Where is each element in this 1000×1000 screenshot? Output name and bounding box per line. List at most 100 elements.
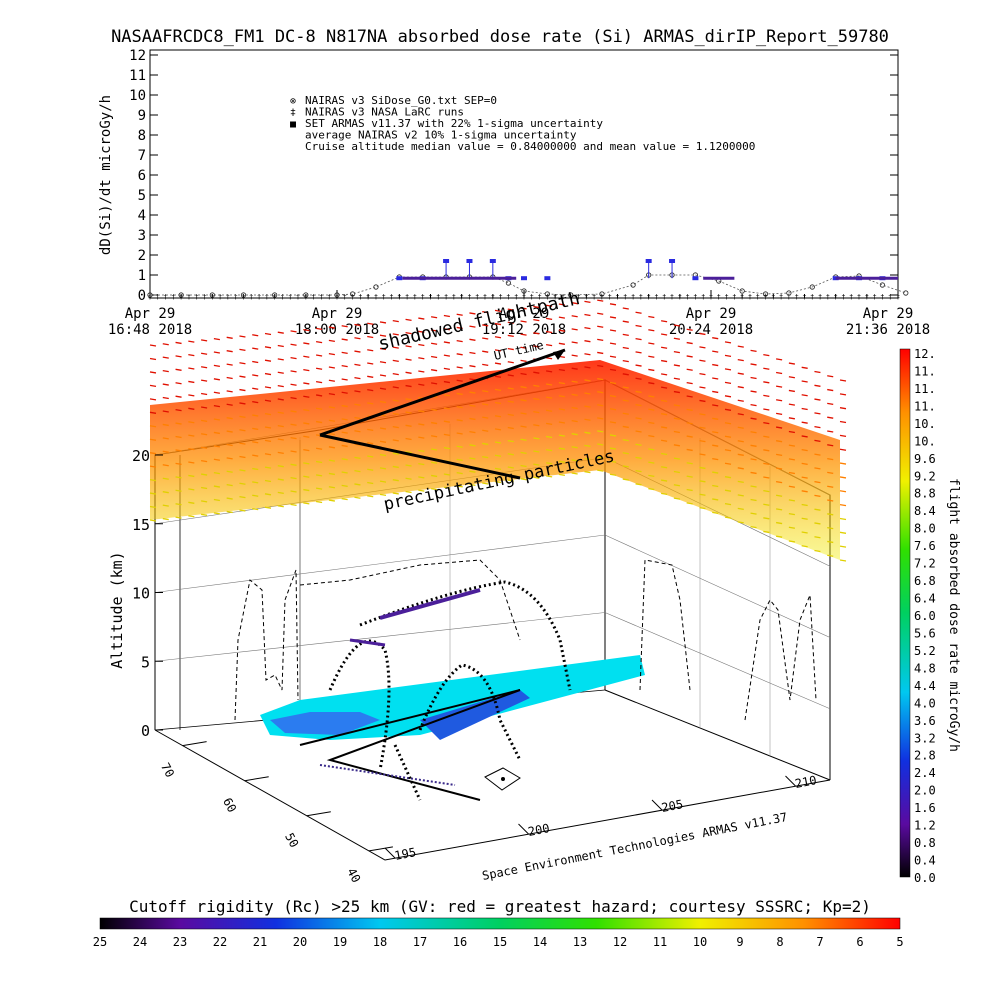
plane-mark [520,359,527,363]
longitude-tick [384,847,396,859]
plane-mark [316,354,323,357]
plane-mark [801,449,808,452]
plane-mark [571,459,578,462]
plane-mark [750,498,757,502]
latitude-tick [306,811,331,817]
plane-mark [648,448,655,451]
plane-mark [431,488,438,491]
plane-mark [264,359,272,362]
flight-path-cruise [379,588,481,620]
plane-mark [226,376,233,380]
plane-mark [431,316,438,319]
plane-mark [724,516,732,519]
series-point-baseline: ‡ [506,293,510,301]
plane-mark [213,485,220,488]
credit-label: Space Environment Technologies ARMAS v11… [481,810,789,883]
flight-shadow-track [299,689,521,801]
plane-mark [239,402,246,405]
series-point-baseline: ‡ [678,293,682,301]
plane-mark [597,404,604,407]
plane-mark [724,354,732,358]
plane-mark [149,452,157,455]
plane-mark [724,408,732,411]
plane-mark [226,336,233,339]
plane-mark [788,485,795,488]
plane-mark [239,362,246,365]
plane-mark [213,364,220,368]
dose-rate-colorbar-title: flight absorbed dose rate microGy/h [946,478,961,752]
plane-mark [827,554,834,557]
plane-mark [418,410,425,413]
figure-title: NASAAFRCDC8_FM1 DC-8 N817NA absorbed dos… [111,27,889,47]
plane-mark [277,451,284,454]
plane-mark [724,435,732,438]
plane-mark [520,320,527,323]
plane-mark [226,510,233,514]
plane-mark [763,517,770,520]
plane-mark [303,408,310,412]
plane-mark [303,435,310,438]
plane-mark [379,387,387,390]
plane-mark [277,371,284,374]
plane-mark [405,358,412,361]
plane-mark [673,484,680,487]
series-point-baseline: ‡ [810,293,814,301]
plane-mark [239,469,246,472]
plane-mark [814,494,821,498]
plane-mark [839,517,847,521]
plane-mark [661,386,668,389]
plane-mark [341,391,348,394]
plane-mark [264,453,272,456]
plane-mark [712,337,719,340]
plane-mark [571,354,578,357]
plane-mark [354,456,361,459]
plane-mark [226,363,233,366]
series-point-baseline: ‡ [795,293,799,301]
plane-mark [712,457,719,461]
dose-rate-colorbar-label: 0.8 [914,836,936,850]
series-point-baseline: ‡ [514,293,518,301]
plane-mark [776,453,783,456]
series-point-nairas [521,288,527,294]
dose-rate-colorbar-label: 1.2 [914,819,936,833]
box-floor-right [604,689,831,781]
plane-mark [673,337,680,340]
series-point-baseline: ‡ [226,293,230,301]
series-point-baseline: ‡ [452,293,456,301]
plane-mark [763,449,770,452]
plane-mark [750,458,757,461]
timeseries-y-tick-label: 5 [138,188,146,204]
timeseries-x-tick-day: Apr 29 [863,306,914,322]
plane-mark [622,386,629,389]
plane-mark [609,408,617,411]
plane-mark [507,453,514,456]
plane-mark [239,375,246,378]
plane-mark [341,365,348,368]
series-point-baseline: ‡ [647,293,651,301]
plane-mark [277,491,284,495]
plane-mark [188,340,195,343]
plane-mark [290,450,297,453]
plane-mark [316,420,323,424]
plane-mark [149,519,157,522]
plane-mark [622,307,629,310]
altitude-projection-back [299,559,521,641]
gridline-back [154,612,606,662]
plane-mark [609,342,617,345]
plane-mark [801,421,808,424]
plane-mark [418,489,425,492]
series-point-baseline: ‡ [187,293,191,301]
plane-mark [814,522,821,525]
series-point-baseline: ‡ [857,293,861,301]
plane-mark [699,493,706,496]
plane-mark [571,446,578,449]
cutoff-rigidity-colorbar-label: 17 [413,935,427,949]
plane-mark [827,375,834,378]
plane-mark [558,329,565,332]
series-point-baseline: ‡ [350,293,354,301]
plane-mark [392,373,399,376]
latitude-tick [368,846,393,852]
cutoff-rigidity-colorbar-label: 7 [816,935,823,949]
cutoff-rigidity-colorbar-label: 14 [533,935,547,949]
plane-mark [379,400,387,404]
